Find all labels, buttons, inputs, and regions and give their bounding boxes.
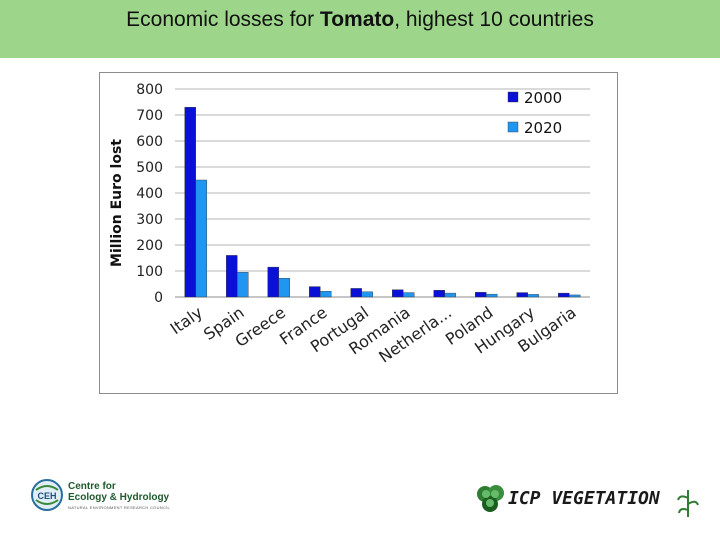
chart-frame: 0 100 200 300 400 500 600 700 800 Million Euro lo… [99, 72, 618, 394]
ceh-subtitle: NATURAL ENVIRONMENT RESEARCH COUNCIL [68, 505, 171, 510]
y-tick-label: 800 [136, 82, 163, 98]
y-tick-label: 600 [136, 134, 163, 150]
bar-chart: 0 100 200 300 400 500 600 700 800 Million Euro lo… [109, 82, 590, 367]
plant-icon [677, 490, 699, 517]
title-suffix: , highest 10 countries [394, 8, 594, 31]
bar-2020-romania [403, 292, 415, 298]
bar-2000-spain [226, 255, 238, 298]
bar-2000-poland [475, 292, 487, 298]
bar-2020-spain [237, 272, 249, 298]
legend-label-2000: 2000 [524, 89, 562, 107]
bar-2020-hungary [527, 294, 539, 298]
ceh-line1: Centre for [68, 481, 116, 492]
page-title: Economic losses for Tomato, highest 10 c… [0, 8, 720, 32]
legend-label-2020: 2020 [524, 119, 562, 137]
bar-2000-france [309, 286, 321, 298]
y-tick-label: 500 [136, 160, 163, 176]
y-tick-label: 400 [136, 186, 163, 202]
bar-2000-greece [267, 266, 279, 298]
ceh-globe-icon: CEH [31, 479, 63, 511]
y-tick-label: 300 [136, 212, 163, 228]
bar-2000-portugal [350, 288, 362, 298]
title-banner: Economic losses for Tomato, highest 10 c… [0, 0, 720, 58]
bar-2000-netherla [433, 290, 445, 298]
bar-2000-bulgaria [558, 292, 570, 298]
icp-vegetation-label: ICP VEGETATION [508, 488, 660, 509]
y-tick-label: 0 [154, 290, 163, 306]
y-tick-label: 200 [136, 238, 163, 254]
bar-2000-romania [392, 289, 404, 298]
bar-2020-netherla [444, 292, 456, 298]
ceh-name: Centre for Ecology & Hydrology [68, 481, 169, 503]
bar-2000-italy [184, 107, 196, 298]
legend-swatch-2000 [507, 91, 519, 103]
title-crop: Tomato [319, 8, 395, 31]
title-prefix: Economic losses for [126, 8, 320, 31]
bar-2020-italy [195, 179, 207, 298]
bar-2020-greece [278, 278, 290, 298]
bar-2000-hungary [516, 292, 528, 298]
y-axis-label: Million Euro lost [109, 139, 125, 267]
y-tick-label: 700 [136, 108, 163, 124]
bar-2020-poland [486, 293, 498, 298]
ceh-line2: Ecology & Hydrology [68, 492, 170, 503]
bar-2020-bulgaria [569, 294, 581, 298]
ceh-logo: CEH [30, 478, 180, 516]
bar-2020-portugal [361, 291, 373, 298]
ceh-mark: CEH [37, 491, 56, 501]
legend-swatch-2020 [507, 121, 519, 133]
clover-icon [477, 485, 504, 512]
bar-2020-france [320, 291, 332, 298]
y-tick-label: 100 [136, 264, 163, 280]
x-tick-label: Italy [167, 303, 206, 338]
